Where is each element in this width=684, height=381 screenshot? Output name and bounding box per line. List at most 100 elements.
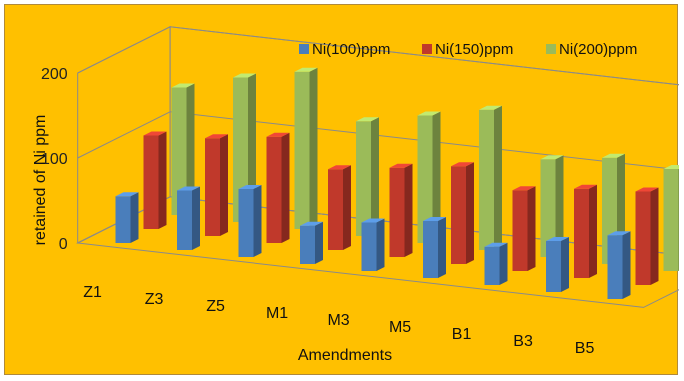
bar-side <box>130 192 139 243</box>
bar-Ni(150)ppm-Z1 <box>143 131 167 229</box>
bar-front <box>546 241 561 292</box>
bar-top <box>294 67 318 72</box>
bar-front <box>177 190 192 250</box>
bar-front <box>389 167 405 257</box>
bar-side <box>309 67 318 229</box>
bar-top <box>423 217 446 222</box>
bar-top <box>546 237 569 241</box>
y-axis-title: retained of Ni ppm <box>32 115 49 246</box>
gridline <box>77 111 679 171</box>
x-category-label: Z1 <box>83 284 102 301</box>
bar-top <box>361 218 385 223</box>
bar-front <box>356 121 371 236</box>
bar-top <box>143 131 167 136</box>
x-category-label: B1 <box>452 326 472 343</box>
bar-side <box>248 73 256 222</box>
bar-top <box>635 187 659 192</box>
x-category-label: M1 <box>266 305 288 322</box>
bar-side <box>499 242 508 285</box>
bar-side <box>192 186 200 250</box>
bar-front <box>294 71 310 229</box>
bar-top <box>356 117 379 122</box>
x-axis-title: Amendments <box>298 347 392 364</box>
bar-side <box>281 132 290 243</box>
bar-top <box>451 162 474 167</box>
bar-front <box>423 221 438 278</box>
bar-side <box>253 185 262 257</box>
bar-front <box>238 189 254 257</box>
bar-Ni(200)ppm-M5 <box>479 105 502 250</box>
bar-side <box>466 162 474 264</box>
bar-top <box>266 132 290 137</box>
bar-top <box>417 111 441 116</box>
bar-top <box>512 186 536 191</box>
bar-front <box>233 77 248 222</box>
y-tick-label: 0 <box>59 236 68 253</box>
bar-Ni(150)ppm-M3 <box>389 163 413 257</box>
legend-swatch <box>422 44 432 54</box>
bar-Ni(150)ppm-Z3 <box>205 134 228 236</box>
bar-top <box>300 221 323 226</box>
bars <box>115 67 679 299</box>
bar-side <box>555 155 564 257</box>
bar-Ni(100)ppm-B5 <box>607 231 631 299</box>
bar-Ni(200)ppm-Z5 <box>294 67 318 229</box>
legend-label: Ni(100)ppm <box>312 41 390 58</box>
bar-side <box>650 187 659 285</box>
bar-side <box>186 83 195 215</box>
bar-side <box>404 163 413 257</box>
x-category-label: Z3 <box>145 291 164 308</box>
bar-Ni(100)ppm-Z5 <box>238 185 262 257</box>
legend: Ni(100)ppm Ni(150)ppm Ni(200)ppm <box>299 41 637 58</box>
bar-top <box>205 134 228 139</box>
bar-Ni(200)ppm-Z3 <box>233 73 256 222</box>
bar-side <box>158 131 167 229</box>
bar-top <box>663 165 679 169</box>
bar-Ni(200)ppm-M1 <box>356 117 379 236</box>
legend-entry: Ni(200)ppm <box>546 41 637 58</box>
bar-top <box>238 185 262 189</box>
bar-front <box>635 191 651 285</box>
bar-Ni(200)ppm-M3 <box>417 111 441 243</box>
bar-side <box>432 111 441 243</box>
bar-front <box>205 138 220 236</box>
bar-Ni(100)ppm-B1 <box>484 242 508 285</box>
bar-front <box>266 136 282 243</box>
legend-label: Ni(150)ppm <box>435 41 513 58</box>
bar-Ni(150)ppm-B3 <box>574 184 597 278</box>
bar-side <box>678 168 679 271</box>
bar-Ni(100)ppm-M5 <box>423 217 446 278</box>
bar-front <box>361 222 377 271</box>
bar-front <box>300 225 315 264</box>
bar-side <box>315 221 323 264</box>
y-tick-labels: 0 100 200 <box>41 66 68 253</box>
bar-front <box>451 166 466 264</box>
bar-Ni(100)ppm-M3 <box>361 218 385 271</box>
bar-Ni(200)ppm-Z1 <box>171 83 195 215</box>
y-tick-label: 100 <box>41 151 68 168</box>
bar-side <box>438 217 446 278</box>
bar-top <box>389 163 413 168</box>
bar-side <box>494 105 502 250</box>
bar-top <box>484 242 508 247</box>
bar-top <box>233 73 256 78</box>
bar-front <box>663 169 679 271</box>
y-tick-label: 200 <box>41 66 68 83</box>
bar-side <box>561 237 569 292</box>
bar-front <box>574 188 589 278</box>
x-category-label: B3 <box>513 333 533 350</box>
bar-front <box>115 196 131 243</box>
bar-Ni(150)ppm-Z5 <box>266 132 290 243</box>
bar-Ni(100)ppm-B3 <box>546 237 569 292</box>
bar-front <box>417 115 433 243</box>
bar-Ni(100)ppm-M1 <box>300 221 323 264</box>
bar-Ni(150)ppm-M5 <box>451 162 474 264</box>
chart-area: 0 100 200 Z1 Z3 Z5 M1 M3 M5 B1 B3 B5 Ni(100)ppm Ni(… <box>4 4 679 375</box>
bar-top <box>479 105 502 110</box>
bar-side <box>371 117 379 236</box>
x-category-label: M5 <box>389 319 411 336</box>
bar-front <box>479 109 494 250</box>
bar-front <box>512 190 528 271</box>
legend-swatch <box>546 44 556 54</box>
x-category-label: M3 <box>327 312 349 329</box>
